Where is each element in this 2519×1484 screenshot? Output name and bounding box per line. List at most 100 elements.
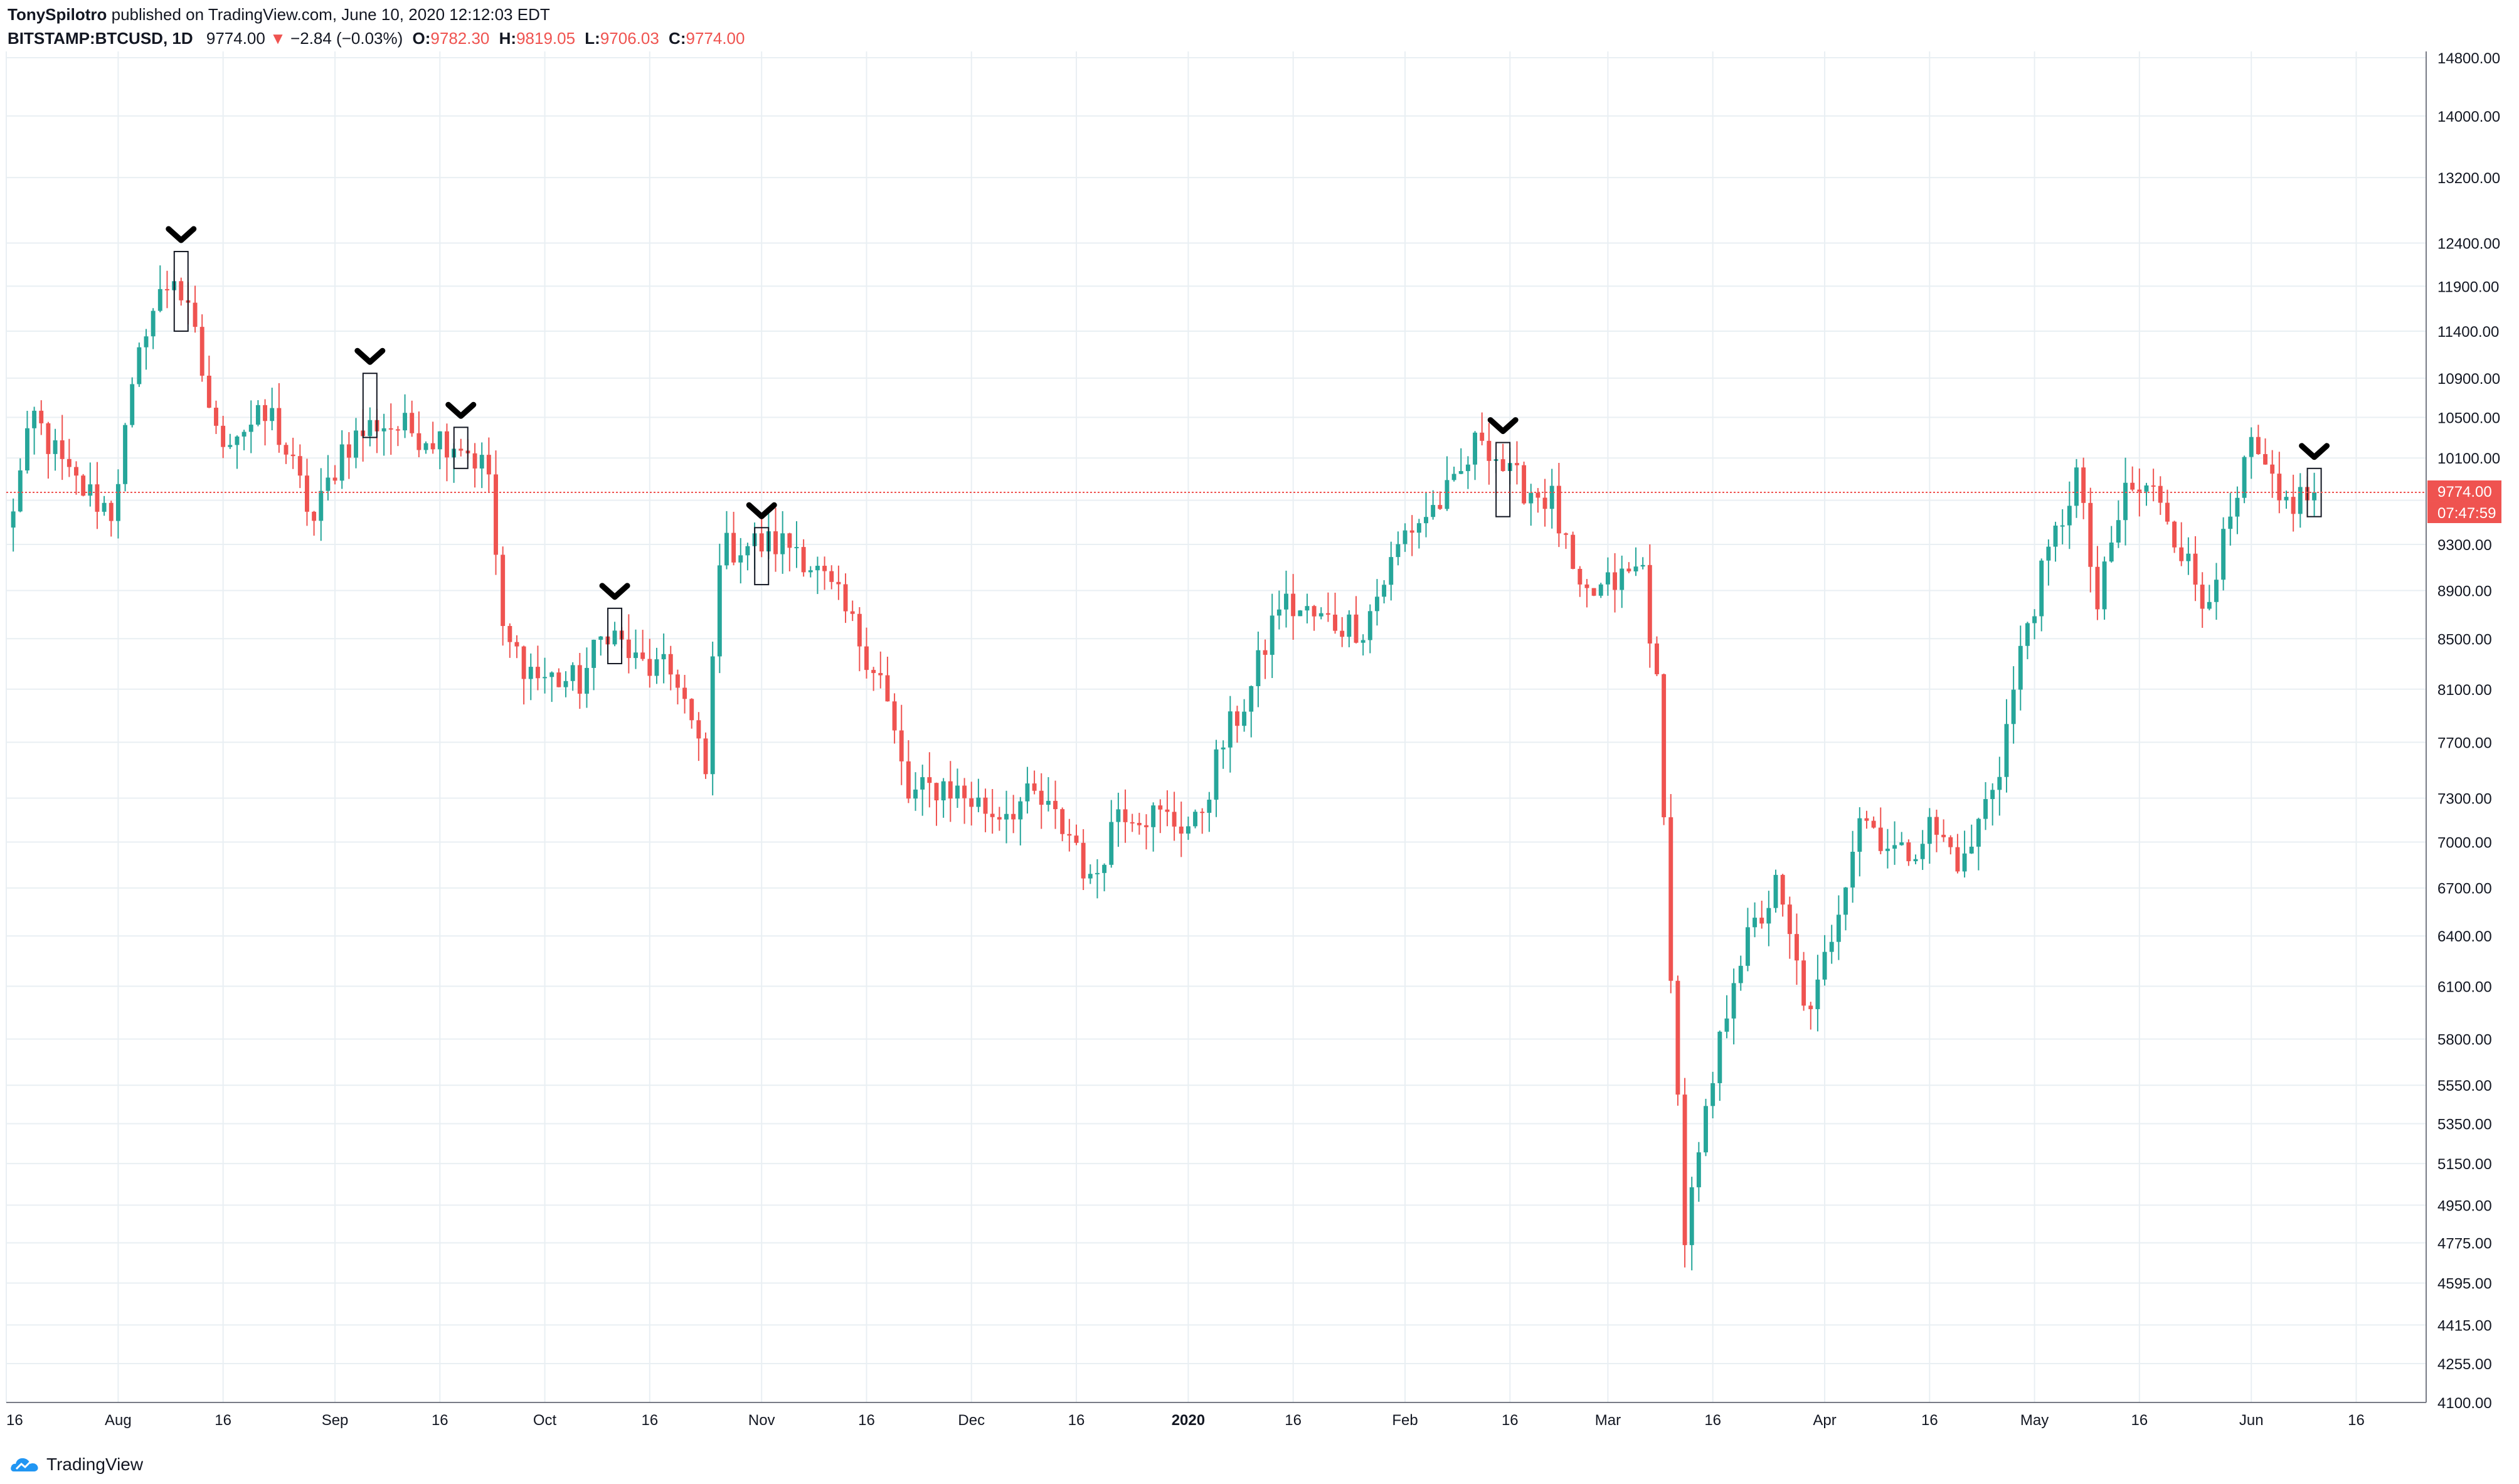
candle-body [787,533,792,548]
marker-box [754,527,770,586]
candle-body [1542,497,1547,509]
candle-body [228,445,233,447]
candle-body [2081,467,2086,503]
candle-body [2242,457,2247,498]
candle-body [1480,432,1485,441]
x-tick-label: 16 [6,1412,23,1429]
candle-body [948,781,953,799]
candle-body [1906,842,1911,862]
chart-grid [6,51,2426,1403]
candle-body [1060,809,1065,834]
candle-body [2130,482,2135,490]
candle-body [2165,502,2170,522]
candle-body [647,659,652,676]
candle-body [486,455,491,475]
y-tick-label: 9300.00 [2437,537,2492,554]
candle-body [1731,983,1736,1019]
candle-body [1325,613,1330,615]
candle-body [1787,904,1792,935]
candle-body [1620,568,1625,590]
candle-body [570,665,575,681]
candle-body [2123,482,2128,521]
candle-body [2053,525,2058,547]
x-tick-label: Apr [1813,1412,1836,1429]
y-tick-label: 5550.00 [2437,1078,2492,1094]
symbol-label[interactable]: BITSTAMP:BTCUSD, 1D [8,29,193,48]
candle-body [1955,847,1960,872]
candle-body [1018,801,1023,820]
candle-body [1473,432,1478,465]
candle-body [39,410,44,423]
candle-body [2179,547,2184,561]
candle-body [822,566,827,571]
author-name[interactable]: TonySpilotro [8,5,107,24]
candle-body [1822,951,1827,980]
y-tick-label: 7700.00 [2437,734,2492,751]
candle-body [1990,790,1995,800]
candle-body [2158,485,2163,503]
x-tick-label: 16 [1285,1412,1302,1429]
chevron-down-icon [599,583,630,600]
candle-body [1717,1031,1722,1083]
x-tick-label: 16 [1502,1412,1519,1429]
candle-body [214,408,218,426]
y-tick-label: 14800.00 [2437,50,2500,67]
candle-body [235,437,240,445]
marker-box [173,251,189,332]
candle-body [634,652,638,659]
candle-body [2039,560,2044,617]
candle-body [2291,497,2296,514]
candle-body [395,429,400,431]
candle-body [2095,566,2100,610]
candle-body [221,425,226,447]
x-tick-label: May [2020,1412,2049,1429]
y-tick-label: 4100.00 [2437,1395,2492,1412]
ohlc-line: BITSTAMP:BTCUSD, 1D 9774.00 ▼ −2.84 (−0.… [8,26,2504,50]
candle-body [494,474,498,555]
candle-body [906,761,911,799]
candle-body [2284,497,2289,501]
candle-body [1655,643,1659,674]
candle-body [2025,623,2030,646]
tradingview-footer[interactable]: TradingView [10,1450,143,1479]
candle-body [1801,960,1806,1006]
candle-body [2032,616,2037,623]
candle-body [2060,525,2065,527]
candle-body [1753,918,1758,928]
candle-body [521,646,526,679]
candle-body [1053,800,1058,810]
candle-body [381,428,386,432]
candle-body [1843,887,1848,915]
candle-body [2221,529,2226,580]
candle-body [1067,834,1072,836]
candle-body [1934,817,1939,835]
candle-body [179,281,184,300]
chart-axes: 14800.00 14000.00 13200.00 12400.00 11900.00… [6,50,2501,1429]
candle-body [703,738,708,775]
candle-body [1130,822,1135,824]
candle-body [1179,826,1184,834]
candle-body [1522,465,1527,504]
candle-body [2298,487,2303,514]
candle-body [1354,614,1359,643]
x-tick-label: Aug [105,1412,132,1429]
published-text: published on TradingView.com, June 10, 2… [111,5,550,24]
candle-body [2312,492,2317,501]
x-tick-label: Dec [958,1412,985,1429]
candle-body [32,410,37,428]
candle-body [899,730,904,761]
candle-body [1081,842,1086,879]
candle-body [1745,927,1750,966]
candle-body [885,675,890,702]
candle-body [2228,516,2233,529]
candle-body [1969,846,1974,854]
candle-body [403,413,408,431]
candle-body [1228,711,1233,748]
candle-body [2263,453,2267,465]
candle-body [1424,517,1428,524]
close-label: C: [669,29,686,48]
candle-body [1458,471,1463,474]
candle-body [1647,564,1652,644]
candle-body [1200,812,1205,814]
